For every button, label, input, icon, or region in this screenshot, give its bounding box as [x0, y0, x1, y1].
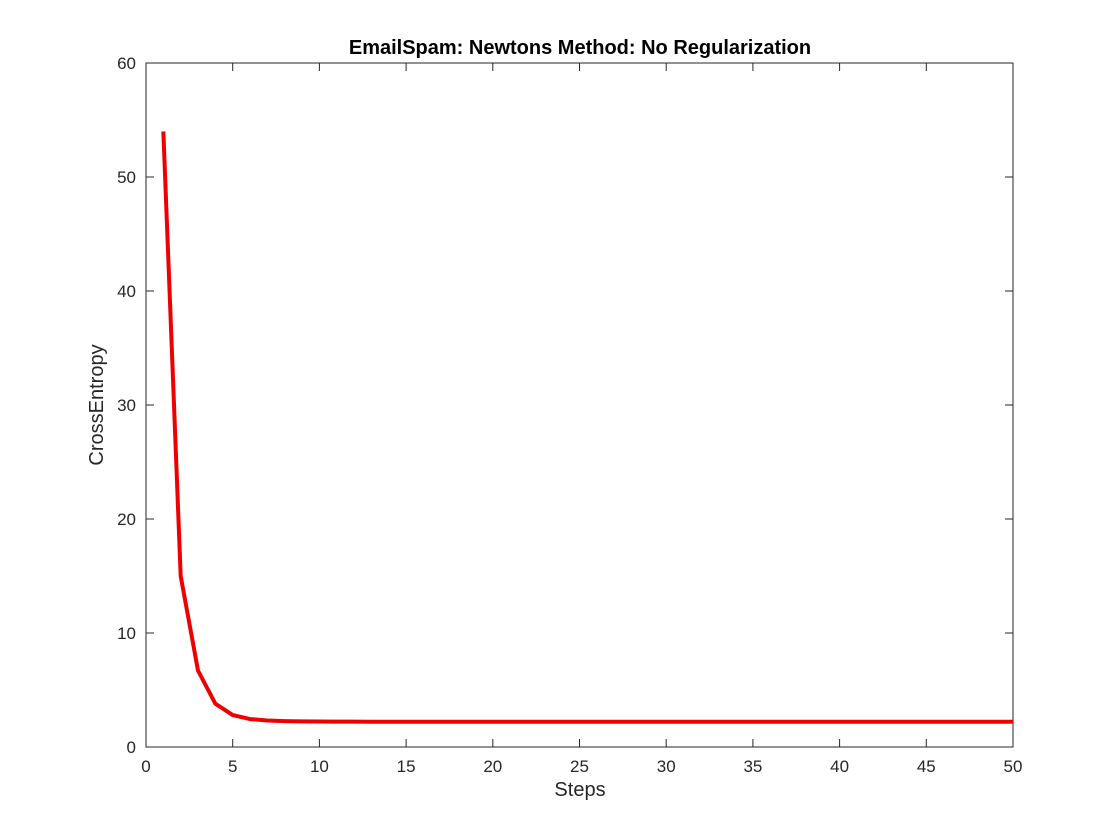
- y-tick-label: 10: [117, 624, 136, 643]
- series-line: [161, 131, 1013, 724]
- x-tick-label: 45: [917, 757, 936, 776]
- x-tick-label: 15: [397, 757, 416, 776]
- x-axis-label: Steps: [554, 779, 605, 801]
- x-tick-label: 25: [570, 757, 589, 776]
- x-tick-label: 50: [1004, 757, 1023, 776]
- y-tick-label: 30: [117, 396, 136, 415]
- x-tick-label: 40: [830, 757, 849, 776]
- x-tick-label: 10: [310, 757, 329, 776]
- chart-title: EmailSpam: Newtons Method: No Regulariza…: [349, 37, 811, 59]
- x-tick-label: 5: [228, 757, 237, 776]
- x-tick-label: 30: [657, 757, 676, 776]
- y-tick-label: 60: [117, 54, 136, 73]
- y-axis-label: CrossEntropy: [86, 344, 108, 465]
- y-tick-label: 0: [127, 738, 136, 757]
- x-tick-label: 35: [743, 757, 762, 776]
- y-tick-label: 40: [117, 282, 136, 301]
- x-tick-label: 0: [141, 757, 150, 776]
- x-tick-label: 20: [483, 757, 502, 776]
- y-tick-label: 50: [117, 168, 136, 187]
- y-tick-label: 20: [117, 510, 136, 529]
- plot-area: 0 5 10 15 20 25 30 35 40 45 50 0 10 20 30 40 50 60: [117, 54, 1022, 776]
